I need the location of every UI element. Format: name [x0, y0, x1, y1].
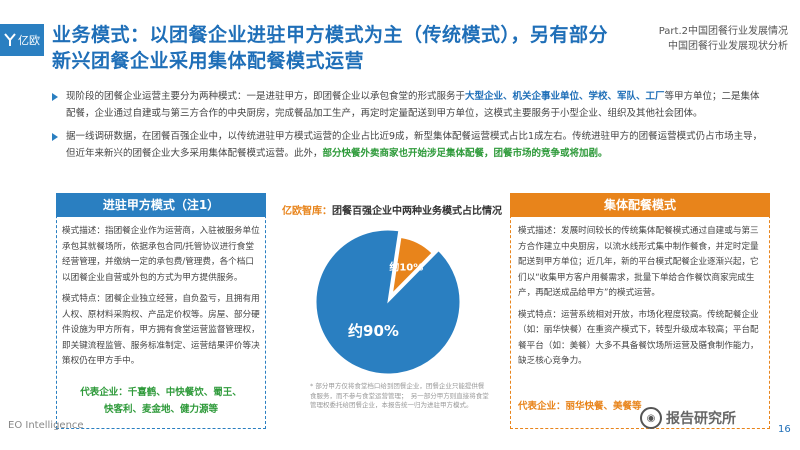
- right-box-body: 模式描述：发展时间较长的传统集体配餐模式通过自建或与第三方合作建立中央厨房，以流…: [518, 224, 762, 370]
- left-rep-line-2: 快客利、麦金地、健力源等: [103, 404, 218, 415]
- left-box-body: 模式描述：指团餐企业作为运营商，入驻被服务单位承包其就餐场所，依据承包合同/托管…: [62, 224, 260, 370]
- yiou-logo: 亿欧: [0, 24, 44, 56]
- bullet-1: 现阶段的团餐企业运营主要分为两种模式：一是进驻甲方，即团餐企业以承包食堂的形式服…: [52, 88, 767, 122]
- part-line-2: 中国团餐行业发展现状分析: [668, 41, 788, 52]
- watermark-text: 报告研究所: [666, 411, 736, 427]
- page-number: 16: [778, 424, 791, 435]
- right-box-features: 模式特点：运营系统相对开放，市场化程度较高。传统配餐企业（如：丽华快餐）在重资产…: [518, 309, 759, 367]
- left-box-representatives: 代表企业：千喜鹤、中快餐饮、蜀王、 快客利、麦金地、健力源等: [62, 384, 260, 418]
- right-box-header: 集体配餐模式: [510, 193, 770, 217]
- bullet-1-emphasis: 大型企业、机关企事业单位、学校、军队、工厂: [465, 91, 665, 102]
- left-box-header: 进驻甲方模式（注1）: [56, 193, 266, 217]
- pie-slice-1: [315, 229, 461, 375]
- bullet-2-emphasis: 部分快餐外卖商家也开始涉足集体配餐，团餐市场的竞争或将加剧。: [322, 148, 608, 159]
- bullet-list: 现阶段的团餐企业运营主要分为两种模式：一是进驻甲方，即团餐企业以承包食堂的形式服…: [52, 88, 767, 168]
- chart-footnote: * 部分甲方仅将食堂档口给到团餐企业，团餐企业只能提供餐食服务，而不参与食堂运营…: [310, 382, 489, 409]
- pie-label-2: 约10%: [389, 260, 423, 273]
- bullet-1-text-a: 现阶段的团餐企业运营主要分为两种模式：一是进驻甲方，即团餐企业以承包食堂的形式服…: [66, 91, 466, 102]
- chart-title-brand: 亿欧智库：: [282, 206, 332, 217]
- bullet-1-text-b: 等甲方单位；二是集体配餐，企业通过自建或与第三方合作的中央厨房，完成餐品加工生产…: [66, 91, 760, 119]
- logo-y-icon: [4, 33, 16, 46]
- triangle-bullet-icon: [52, 133, 58, 141]
- left-box-description: 模式描述：指团餐企业作为运营商，入驻被服务单位承包其就餐场所，依据承包合同/托管…: [62, 226, 260, 283]
- section-breadcrumb: Part.2中国团餐行业发展情况 中国团餐行业发展现状分析: [608, 24, 788, 54]
- triangle-bullet-icon: [52, 93, 58, 101]
- bullet-2-text-a: 据一线调研数据，在团餐百强企业中，以传统进驻甲方模式运营的企业占比近9成，新型集…: [66, 131, 763, 159]
- chart-title-text: 团餐百强企业中两种业务模式占比情况: [332, 206, 502, 217]
- chart-title: 亿欧智库：团餐百强企业中两种业务模式占比情况: [282, 202, 502, 217]
- pie-label-1: 约90%: [348, 322, 399, 340]
- right-box-representatives: 代表企业：丽华快餐、美餐等: [518, 401, 642, 412]
- page-title: 业务模式：以团餐企业进驻甲方模式为主（传统模式），另有部分新兴团餐企业采用集体配…: [52, 24, 609, 72]
- pie-slice-2: [391, 236, 433, 295]
- right-box-description: 模式描述：发展时间较长的传统集体配餐模式通过自建或与第三方合作建立中央厨房，以流…: [518, 226, 759, 298]
- bullet-2: 据一线调研数据，在团餐百强企业中，以传统进驻甲方模式运营的企业占比近9成，新型集…: [52, 128, 767, 162]
- wechat-icon: ◉: [640, 407, 662, 429]
- pie-chart: 约90% 约10%: [315, 229, 461, 375]
- left-box-features: 模式特点：团餐企业独立经营，自负盈亏，且拥有用人权、原材料采购权、产品定价权等。…: [62, 294, 260, 366]
- watermark: ◉ 报告研究所: [640, 404, 780, 432]
- footer-brand: EO Intelligence: [8, 420, 84, 431]
- part-line-1: Part.2中国团餐行业发展情况: [658, 26, 788, 37]
- left-rep-line-1: 代表企业：千喜鹤、中快餐饮、蜀王、: [80, 387, 242, 398]
- logo-text: 亿欧: [18, 34, 40, 47]
